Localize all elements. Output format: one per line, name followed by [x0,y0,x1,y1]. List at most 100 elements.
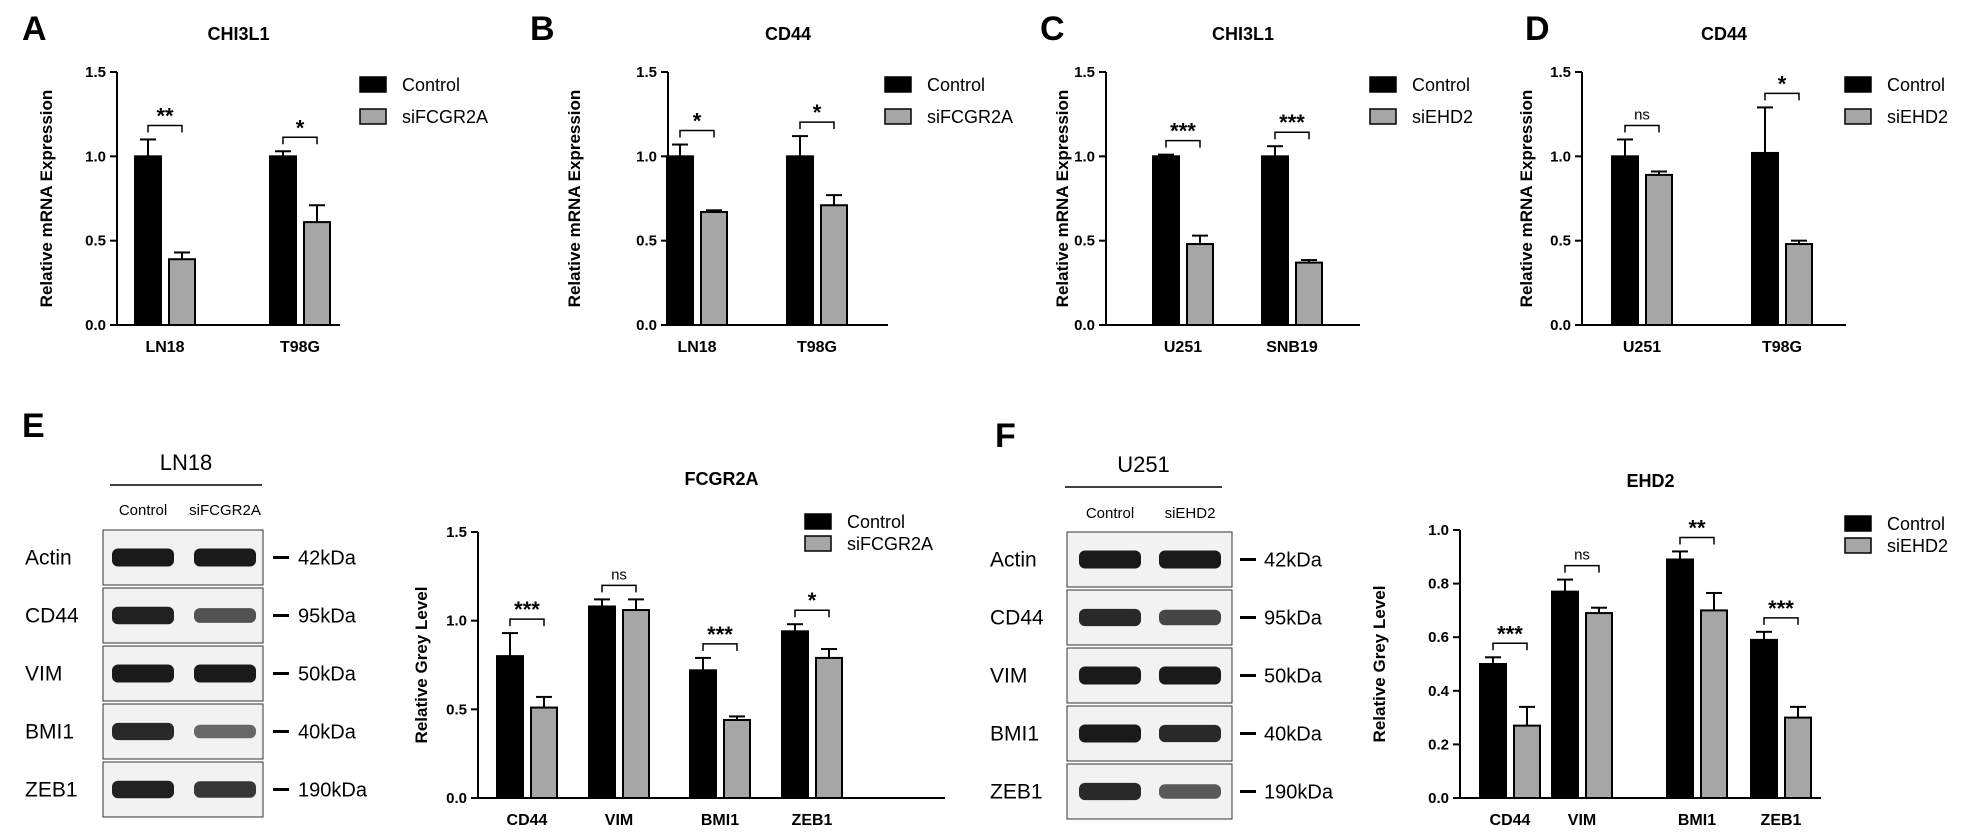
significance-bracket [282,136,318,145]
chart-title: FCGR2A [684,469,758,489]
significance-label: * [296,115,305,140]
blot-size-label: 95kDa [1264,608,1323,630]
y-tick-label: 1.0 [446,613,467,630]
legend-swatch [1844,76,1872,93]
legend-label: Control [1412,75,1470,95]
bar-sifcgr2a-cd44 [530,706,558,799]
y-tick-label: 0.5 [636,233,657,250]
bar-control-bmi1 [689,669,717,800]
x-tick-label: ZEB1 [792,812,833,829]
blot-band [1079,666,1141,685]
y-tick-label: 1.0 [1428,522,1449,539]
chart-title: CD44 [765,24,811,44]
chart-panel-f: F EHD2 0.0 0.2 0.4 0.6 0.8 1.0 Relative Grey Lev… [995,417,1948,829]
chart-title: CHI3L1 [1212,24,1274,44]
bar-siehd2-zeb1 [1784,716,1812,799]
blot-band [112,664,174,683]
blot-band [1159,550,1221,569]
legend-label: Control [847,512,905,532]
significance-label: * [1778,71,1787,96]
significance-bracket [1764,92,1800,101]
significance-label: *** [1497,621,1523,646]
significance-label: *** [1279,110,1305,135]
blot-band [194,548,256,567]
legend-swatch [1369,108,1397,125]
x-tick-label: T98G [1762,339,1802,356]
y-tick-label: 1.5 [446,524,467,541]
bar-sifcgr2a-zeb1 [815,656,843,800]
blot-protein-label: VIM [25,663,62,686]
blot-protein-label: CD44 [25,605,79,628]
legend-label: siFCGR2A [402,107,488,127]
y-tick-label: 0.5 [85,233,106,250]
y-tick-label: 0.8 [1428,576,1449,593]
bar-sifcgr2a-t98g [303,221,331,326]
y-tick-label: 1.5 [1074,64,1095,81]
panel-letter: D [1525,10,1550,48]
bar-siehd2-u251 [1186,243,1214,326]
chart-panel-a: A CHI3L1 0.0 0.5 1.0 1.5 Relative mRNA Express… [22,10,488,356]
x-tick-label: LN18 [677,339,716,356]
y-tick-label: 0.5 [446,701,467,718]
chart-title: EHD2 [1626,471,1674,491]
legend-label: siEHD2 [1412,107,1473,127]
legend-label: siEHD2 [1887,107,1948,127]
y-tick-label: 0.6 [1428,629,1449,646]
blot-band [1159,724,1221,743]
legend-label: siFCGR2A [927,107,1013,127]
blot-size-label: 40kDa [298,722,357,744]
legend-swatch [1844,108,1872,125]
significance-label: * [813,100,822,125]
bar-control-ln18 [666,155,694,326]
y-tick-label: 0.0 [446,790,467,807]
x-tick-label: ZEB1 [1761,812,1802,829]
blot-protein-label: VIM [990,665,1027,688]
y-tick-label: 0.4 [1428,683,1450,700]
panel-letter: E [22,407,45,445]
legend-swatch [804,535,832,552]
bar-control-t98g [1751,151,1779,326]
legend-swatch [884,76,912,93]
y-tick-label: 0.0 [1428,790,1449,807]
blot-size-label: 40kDa [1264,724,1323,746]
bar-siehd2-cd44 [1513,724,1541,800]
x-tick-label: BMI1 [1678,812,1716,829]
y-tick-label: 1.0 [85,148,106,165]
blot-lane-label: Control [119,502,167,519]
significance-bracket [1564,564,1600,573]
panel-letter: A [22,10,47,48]
bar-control-cd44 [1479,663,1507,799]
significance-bracket [1492,642,1528,651]
blot-lane-label: siEHD2 [1165,505,1216,522]
x-tick-label: U251 [1623,339,1661,356]
bar-siehd2-t98g [1785,243,1813,326]
x-tick-label: T98G [280,339,320,356]
significance-label: *** [707,622,733,647]
y-axis-label: Relative mRNA Expression [565,90,584,308]
y-axis-label: Relative mRNA Expression [1517,90,1536,308]
significance-label: * [808,588,817,613]
blot-protein-label: ZEB1 [25,779,78,802]
bar-control-vim [588,605,616,799]
western-blot-e: LN18 Control siFCGR2A Actin 42kDa CD44 95kDa VI… [25,450,368,818]
blot-band [194,781,256,798]
panel-letter: F [995,417,1016,455]
chart-panel-b: B CD44 0.0 0.5 1.0 1.5 Relative mRNA Expressio… [530,10,1013,356]
blot-band [112,548,174,567]
y-tick-label: 0.0 [636,317,657,334]
significance-label: *** [1170,119,1196,144]
panel-letter: C [1040,10,1065,48]
bar-sifcgr2a-vim [622,609,650,799]
blot-size-label: 42kDa [1264,550,1323,572]
legend-label: siFCGR2A [847,534,933,554]
bar-control-t98g [269,155,297,326]
y-tick-label: 1.5 [1550,64,1571,81]
x-tick-label: BMI1 [701,812,739,829]
legend-swatch [1844,537,1872,554]
significance-bracket [147,124,183,133]
legend-swatch [884,108,912,125]
bar-siehd2-bmi1 [1700,609,1728,800]
blot-protein-label: ZEB1 [990,781,1043,804]
